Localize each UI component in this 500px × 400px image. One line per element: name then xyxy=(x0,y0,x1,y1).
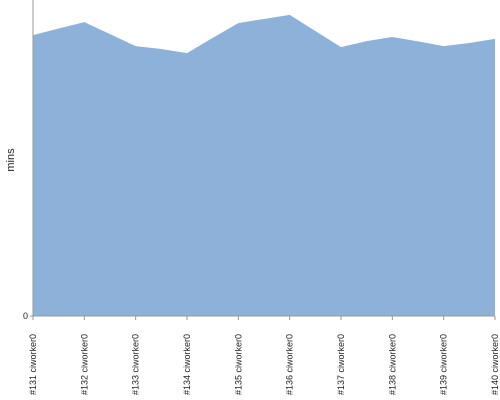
x-tick-label: #136 ciworker0 xyxy=(285,334,295,395)
x-tick-label: #140 ciworker0 xyxy=(490,334,500,395)
area xyxy=(33,14,495,317)
y-axis-label: mins xyxy=(5,148,17,172)
x-tick-label: #134 ciworker0 xyxy=(182,334,192,395)
x-tick-label: #132 ciworker0 xyxy=(79,334,89,395)
y-tick-label: 0 xyxy=(23,311,28,321)
x-tick-label: #133 ciworker0 xyxy=(131,334,141,395)
x-tick-label: #135 ciworker0 xyxy=(233,334,243,395)
x-tick-label: #139 ciworker0 xyxy=(439,334,449,395)
x-tick-label: #137 ciworker0 xyxy=(336,334,346,395)
x-tick-label: #138 ciworker0 xyxy=(387,334,397,395)
x-tick-label: #131 ciworker0 xyxy=(28,334,38,395)
